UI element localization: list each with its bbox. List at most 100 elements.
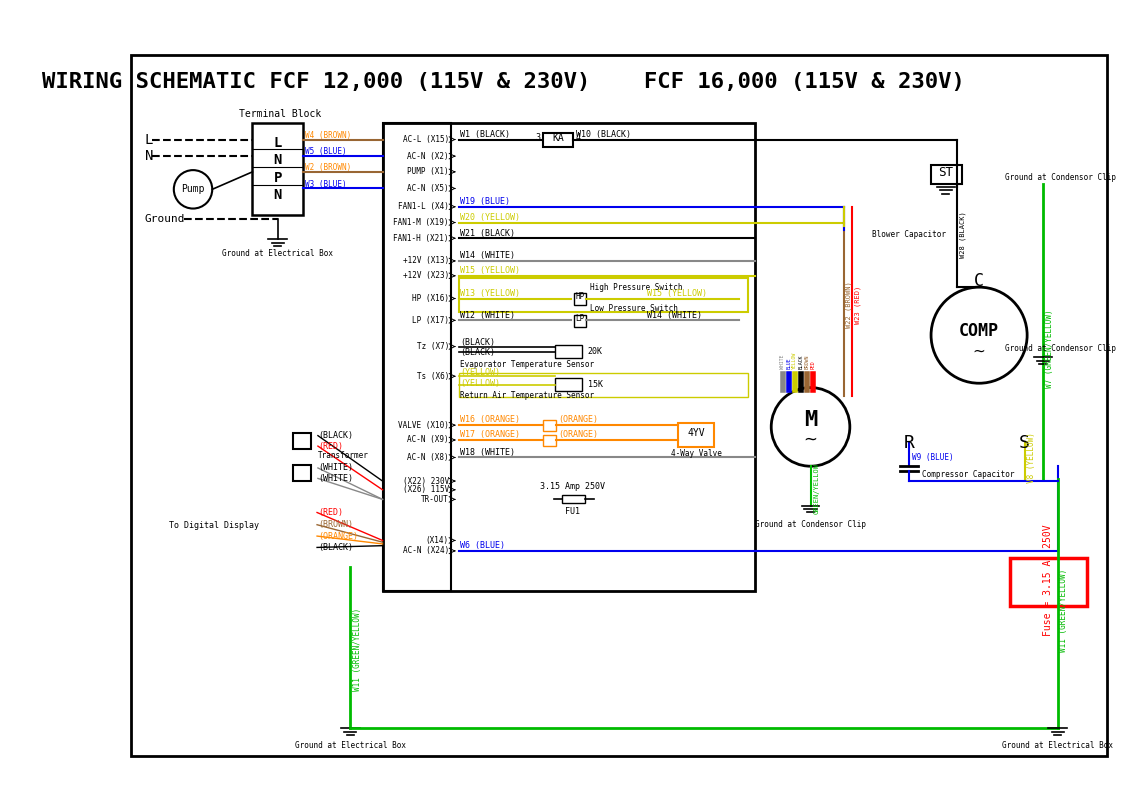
Text: PUMP (X1): PUMP (X1)	[408, 167, 449, 176]
Text: (RED): (RED)	[318, 442, 343, 451]
Text: LP: LP	[575, 314, 584, 323]
Text: W5 (BLUE): W5 (BLUE)	[305, 148, 347, 157]
Text: Evaporator Temperature Sensor: Evaporator Temperature Sensor	[461, 359, 595, 368]
Text: 20K: 20K	[588, 347, 602, 356]
Text: FAN1-H (X21): FAN1-H (X21)	[393, 234, 449, 242]
Text: Transformer: Transformer	[318, 451, 369, 460]
Text: FU1: FU1	[565, 507, 581, 516]
Text: W3 (BLUE): W3 (BLUE)	[305, 179, 347, 189]
Text: AC-N (X2): AC-N (X2)	[408, 152, 449, 161]
Text: W14 (WHITE): W14 (WHITE)	[461, 251, 516, 260]
Text: (X26) 115V: (X26) 115V	[403, 485, 449, 494]
Bar	[252, 123, 303, 215]
Text: Blower Capacitor: Blower Capacitor	[872, 230, 946, 239]
Text: ~: ~	[804, 431, 817, 449]
Bar	[678, 423, 715, 447]
Text: W12 (WHITE): W12 (WHITE)	[461, 311, 516, 320]
Text: BLUE: BLUE	[786, 358, 792, 369]
Bar	[543, 420, 556, 431]
Text: AC-N (X24): AC-N (X24)	[403, 547, 449, 556]
Text: ST: ST	[938, 166, 954, 179]
Text: +12V (X23): +12V (X23)	[403, 272, 449, 281]
Text: Ts (X6): Ts (X6)	[417, 371, 449, 380]
Text: Fuse = 3.15 A, 250V: Fuse = 3.15 A, 250V	[1043, 525, 1053, 637]
Text: YELLOW: YELLOW	[793, 352, 797, 369]
Text: Ground at Electrical Box: Ground at Electrical Box	[222, 250, 333, 259]
Text: FAN1-M (X19): FAN1-M (X19)	[393, 218, 449, 227]
Text: W20 (YELLOW): W20 (YELLOW)	[461, 212, 520, 221]
Text: GREEN/YELLOW: GREEN/YELLOW	[813, 462, 819, 513]
Text: TR-OUT: TR-OUT	[421, 495, 449, 504]
Text: W17 (ORANGE): W17 (ORANGE)	[461, 431, 520, 440]
Text: BROWN: BROWN	[805, 355, 810, 369]
Text: COMP: COMP	[959, 322, 999, 340]
Text: L: L	[145, 132, 153, 147]
Text: (BLACK): (BLACK)	[318, 543, 352, 552]
Text: AC-L (X15): AC-L (X15)	[403, 135, 449, 144]
Bar	[543, 435, 556, 446]
Text: (BLACK): (BLACK)	[318, 431, 352, 440]
Text: (ORANGE): (ORANGE)	[558, 431, 598, 440]
Text: WIRING SCHEMATIC FCF 12,000 (115V & 230V)    FCF 16,000 (115V & 230V): WIRING SCHEMATIC FCF 12,000 (115V & 230V…	[42, 72, 965, 92]
Bar	[574, 315, 586, 328]
Text: W28 (BLACK): W28 (BLACK)	[959, 212, 965, 258]
Text: W14 (WHITE): W14 (WHITE)	[647, 311, 703, 320]
Bar	[574, 294, 586, 306]
Bar	[383, 123, 450, 591]
Text: W15 (YELLOW): W15 (YELLOW)	[647, 289, 707, 298]
Text: N: N	[145, 149, 153, 163]
Text: P: P	[274, 171, 282, 185]
Text: (YELLOW): (YELLOW)	[461, 368, 500, 377]
Text: Ground at Condensor Clip: Ground at Condensor Clip	[1006, 174, 1116, 182]
Text: (ORANGE): (ORANGE)	[318, 531, 358, 541]
Text: W11 (GREEN/YELLOW): W11 (GREEN/YELLOW)	[1060, 569, 1069, 652]
Bar	[543, 132, 573, 147]
Text: WHITE: WHITE	[780, 355, 785, 369]
Text: Ground at Electrical Box: Ground at Electrical Box	[1002, 741, 1114, 750]
Text: W11 (GREEN/YELLOW): W11 (GREEN/YELLOW)	[352, 608, 361, 691]
Text: R: R	[904, 434, 914, 452]
Text: 3: 3	[536, 133, 540, 142]
Text: W19 (BLUE): W19 (BLUE)	[461, 197, 510, 206]
Text: AC-N (X5): AC-N (X5)	[408, 184, 449, 193]
Text: KA: KA	[552, 133, 564, 143]
Text: W9 (BLUE): W9 (BLUE)	[912, 453, 954, 462]
Text: (BLACK): (BLACK)	[461, 337, 495, 346]
Text: 3.15 Amp 250V: 3.15 Amp 250V	[540, 482, 606, 491]
Bar	[383, 123, 754, 591]
Text: (YELLOW): (YELLOW)	[461, 379, 500, 388]
Text: ~: ~	[973, 343, 985, 358]
Text: W13 (YELLOW): W13 (YELLOW)	[461, 289, 520, 298]
Bar	[555, 378, 582, 391]
Text: Tz (X7): Tz (X7)	[417, 342, 449, 351]
Bar	[294, 466, 311, 481]
Text: W4 (BROWN): W4 (BROWN)	[305, 131, 351, 139]
Text: (BROWN): (BROWN)	[318, 520, 352, 530]
Text: C: C	[974, 272, 984, 290]
Bar	[294, 433, 311, 448]
Text: Compressor Capacitor: Compressor Capacitor	[922, 470, 1015, 479]
Text: W1 (BLACK): W1 (BLACK)	[461, 130, 510, 139]
Bar	[555, 345, 582, 358]
Text: To Digital Display: To Digital Display	[169, 521, 259, 530]
Text: (X22) 230V: (X22) 230V	[403, 477, 449, 486]
Text: W2 (BROWN): W2 (BROWN)	[305, 163, 351, 172]
Text: W22 (BROWN): W22 (BROWN)	[846, 281, 852, 328]
Text: (WHITE): (WHITE)	[318, 463, 352, 473]
Text: L: L	[274, 136, 282, 150]
Text: W21 (BLACK): W21 (BLACK)	[461, 229, 516, 238]
Text: (ORANGE): (ORANGE)	[558, 415, 598, 424]
Text: Ground at Condensor Clip: Ground at Condensor Clip	[756, 520, 866, 530]
Text: (WHITE): (WHITE)	[318, 474, 352, 483]
Text: W16 (ORANGE): W16 (ORANGE)	[461, 415, 520, 424]
Bar	[458, 373, 748, 397]
Text: W18 (WHITE): W18 (WHITE)	[461, 448, 516, 457]
Text: V8 (YELLOW): V8 (YELLOW)	[1027, 432, 1036, 483]
Text: HP: HP	[575, 292, 584, 301]
Text: (BLACK): (BLACK)	[461, 348, 495, 357]
Text: 4-Way Valve: 4-Way Valve	[671, 448, 722, 457]
Text: N: N	[274, 188, 282, 203]
Text: Ground at Condensor Clip: Ground at Condensor Clip	[1006, 344, 1116, 353]
Text: RED: RED	[811, 361, 815, 369]
Text: Terminal Block: Terminal Block	[239, 109, 322, 119]
